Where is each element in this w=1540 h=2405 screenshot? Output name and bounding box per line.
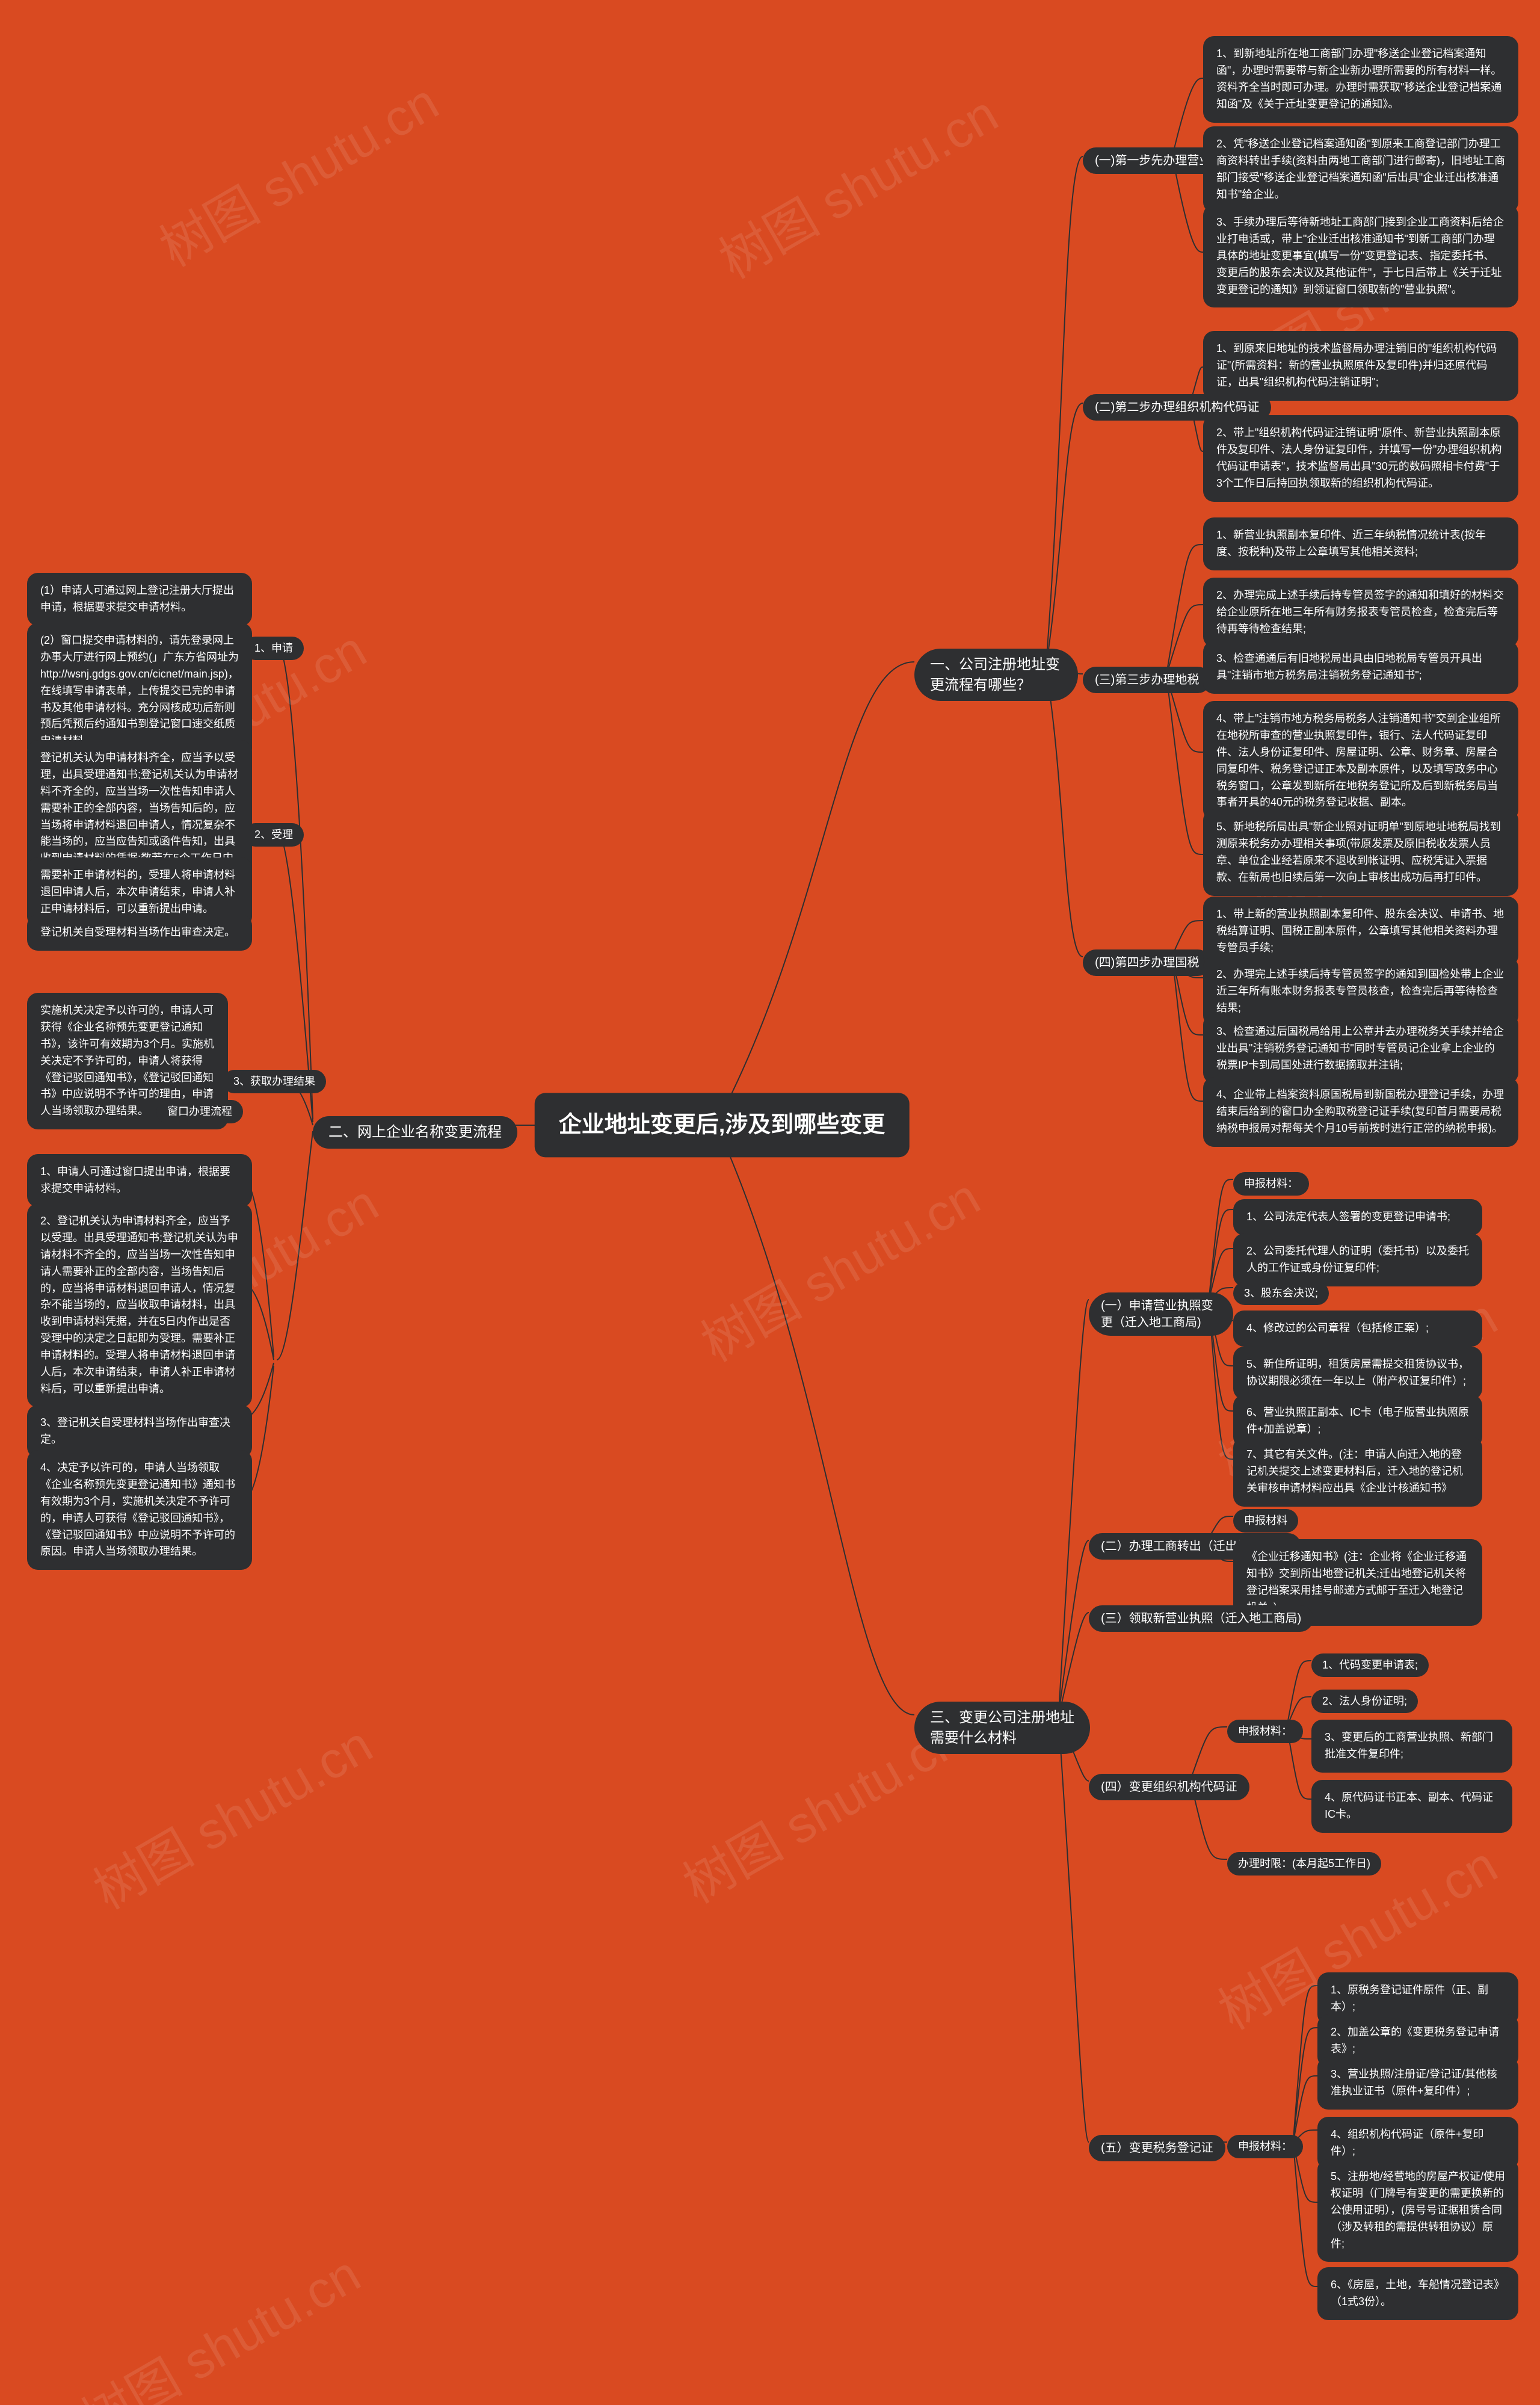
b1-s1-n1: 1、到新地址所在地工商部门办理"移送企业登记档案通知函"，办理时需要带与新企业新… (1203, 36, 1518, 123)
b2-g1-n2: (2）窗口提交申请材料的，请先登录网上办事大厅进行网上预约(」广东方省网址为ht… (27, 623, 252, 759)
b1-s2-n2: 2、带上"组织机构代码证注销证明"原件、新营业执照副本原件及复印件、法人身份证复… (1203, 415, 1518, 502)
b1-s3-n5: 5、新地税所局出具"新企业照对证明单"到原地址地税局找到测原来税务办办理相关事项… (1203, 809, 1518, 896)
b2-g1-n1: (1）申请人可通过网上登记注册大厅提出申请，根据要求提交申请材料。 (27, 573, 252, 626)
b1-s4-n1: 1、带上新的营业执照副本复印件、股东会决议、申请书、地税结算证明、国税正副本原件… (1203, 897, 1518, 966)
b1-s3-n1: 1、新营业执照副本复印件、近三年纳税情况统计表(按年度、按税种)及带上公章填写其… (1203, 517, 1518, 570)
b1-s4-n4: 4、企业带上档案资料原国税局到新国税办理登记手续，办理结束后给到的窗口办全购取税… (1203, 1077, 1518, 1147)
watermark: 树图 shutu.cn (704, 74, 1009, 293)
b3-s1-n2: 2、公司委托代理人的证明（委托书）以及委托人的工作证或身份证复印件; (1233, 1233, 1482, 1286)
b3-s1-n4: 4、修改过的公司章程（包括修正案）; (1233, 1311, 1482, 1347)
watermark: 树图 shutu.cn (144, 62, 449, 281)
b3-s1: (一）申请营业执照变更（迁入地工商局) (1089, 1292, 1233, 1336)
b3-s5: (五）变更税务登记证 (1089, 2135, 1225, 2161)
mindmap-canvas: 树图 shutu.cn 树图 shutu.cn 树图 shutu.cn 树图 s… (0, 0, 1540, 2405)
b1-step3: (三)第三步办理地税 (1083, 667, 1211, 693)
b2-g2: 2、受理 (244, 823, 304, 847)
b3-s4-n1: 1、代码变更申请表; (1311, 1653, 1429, 1677)
b3-s3: (三）领取新营业执照（迁入地工商局) (1089, 1605, 1313, 1632)
branch2-title: 二、网上企业名称变更流程 (313, 1116, 517, 1149)
b1-s4-n3: 3、检查通过后国税局给用上公章并去办理税务关手续并给企业出具"注销税务登记通知书… (1203, 1014, 1518, 1084)
b3-s1-intro: 申报材料： (1233, 1172, 1309, 1196)
b3-s4-extra: 办理时限：(本月起5工作日) (1227, 1852, 1381, 1876)
branch1-title: 一、公司注册地址变更流程有哪些？ (914, 649, 1078, 701)
b1-s1-n2: 2、凭"移送企业登记档案通知函"到原来工商登记部门办理工商资料转出手续(资料由两… (1203, 126, 1518, 213)
b2-g4-n1: 1、申请人可通过窗口提出申请，根据要求提交申请材料。 (27, 1154, 252, 1207)
b1-s1-n3: 3、手续办理后等待新地址工商部门接到企业工商资料后给企业打电话或，带上"企业迁出… (1203, 205, 1518, 307)
b2-g2-n3: 登记机关自受理材料当场作出审查决定。 (27, 915, 252, 951)
b3-s4-n2: 2、法人身份证明; (1311, 1690, 1418, 1713)
watermark: 树图 shutu.cn (78, 1705, 383, 1924)
b3-s5-n3: 3、营业执照/注册证/登记证/其他核准执业证书（原件+复印件）; (1317, 2057, 1518, 2110)
center-node: 企业地址变更后,涉及到哪些变更 (535, 1093, 910, 1157)
b3-s2-n1: 申报材料 (1233, 1509, 1298, 1533)
b3-s1-n5: 5、新住所证明，租赁房屋需提交租赁协议书，协议期限必须在一年以上（附产权证复印件… (1233, 1347, 1482, 1400)
b2-g4-n2: 2、登记机关认为申请材料齐全，应当予以受理。出具受理通知书;登记机关认为申请材料… (27, 1203, 252, 1407)
b3-s4-intro: 申报材料： (1227, 1720, 1303, 1743)
b3-s5-intro: 申报材料： (1227, 2135, 1303, 2158)
b1-s2-n1: 1、到原来旧地址的技术监督局办理注销旧的"组织机构代码证"(所需资料：新的营业执… (1203, 331, 1518, 401)
b2-g3-n2: 窗口办理流程 (156, 1100, 243, 1123)
watermark: 树图 shutu.cn (66, 2234, 371, 2405)
b3-s1-n7: 7、其它有关文件。(注：申请人向迁入地的登记机关提交上述变更材料后，迁入地的登记… (1233, 1437, 1482, 1507)
b2-g1: 1、申请 (244, 637, 304, 660)
b3-s5-n5: 5、注册地/经营地的房屋产权证/使用权证明（门牌号有变更的需更换新的公使用证明）… (1317, 2159, 1518, 2262)
watermark: 树图 shutu.cn (686, 1157, 991, 1376)
b1-step4: (四)第四步办理国税 (1083, 949, 1211, 976)
b3-s5-n6: 6、《房屋，土地，车船情况登记表》（1式3份）。 (1317, 2267, 1518, 2320)
b2-g4-n4: 4、决定予以许可的，申请人当场领取《企业名称预先变更登记通知书》通知书有效期为3… (27, 1450, 252, 1570)
b1-s3-n4: 4、带上"注销市地方税务局税务人注销通知书"交到企业组所在地税所审查的营业执照复… (1203, 701, 1518, 821)
b2-g3: 3、获取办理结果 (223, 1070, 326, 1093)
branch3-title: 三、变更公司注册地址需要什么材料 (914, 1702, 1090, 1754)
b3-s1-n1: 1、公司法定代表人签署的变更登记申请书; (1233, 1199, 1482, 1235)
b3-s1-n3: 3、股东会决议; (1233, 1282, 1329, 1305)
b1-s3-n2: 2、办理完成上述手续后持专管员签字的通知和填好的材料交给企业原所在地三年所有财务… (1203, 578, 1518, 647)
b3-s4: (四）变更组织机构代码证 (1089, 1774, 1249, 1800)
b3-s4-n4: 4、原代码证书正本、副本、代码证IC卡。 (1311, 1780, 1512, 1833)
b1-s3-n3: 3、检查通通后有旧地税局出具由旧地税局专管员开具出具"注销市地方税务局注销税务登… (1203, 641, 1518, 694)
b3-s4-n3: 3、变更后的工商营业执照、新部门批准文件复印件; (1311, 1720, 1512, 1773)
